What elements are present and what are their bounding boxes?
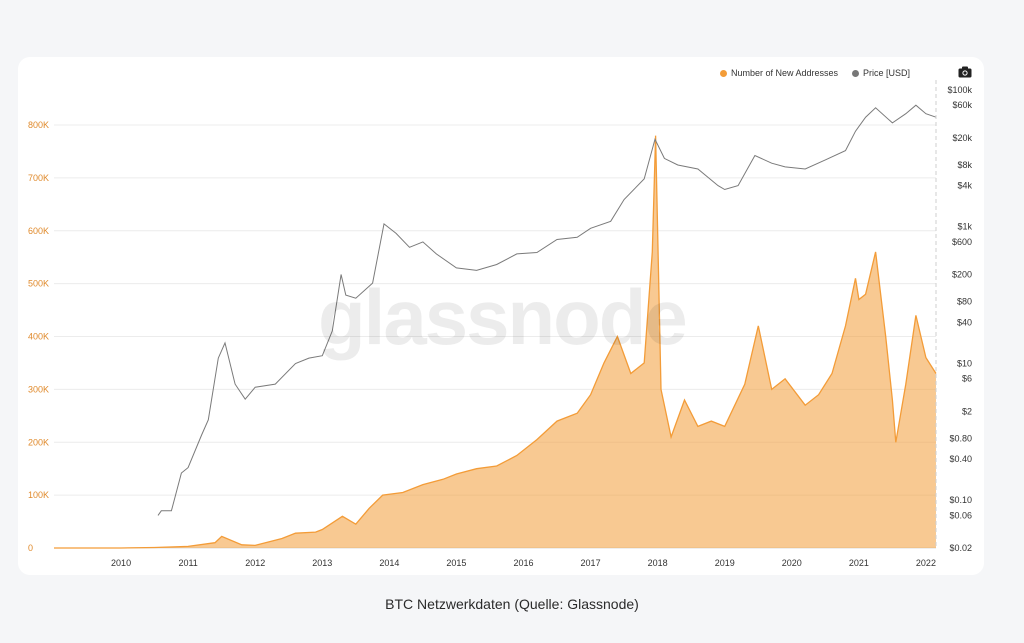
y-right-tick-label: $20k [952,133,972,143]
y-right-tick-label: $100k [947,85,972,95]
y-right-tick-label: $6 [962,374,972,384]
y-right-tick-label: $0.06 [949,510,972,520]
legend-dot-new-addresses [720,69,727,77]
y-right-tick-label: $10 [957,358,972,368]
y-left-tick-label: 200K [28,437,49,447]
y-right-tick-label: $0.40 [949,454,972,464]
y-left-tick-label: 300K [28,384,49,394]
chart-caption: BTC Netzwerkdaten (Quelle: Glassnode) [385,596,639,612]
x-tick-label: 2012 [245,558,265,568]
legend: Number of New Addresses Price [USD] [720,68,910,78]
x-tick-label: 2013 [312,558,332,568]
x-tick-label: 2014 [379,558,399,568]
y-right-tick-label: $2 [962,406,972,416]
legend-dot-price [852,69,860,77]
y-left-tick-label: 500K [28,279,49,289]
y-left-tick-label: 100K [28,490,49,500]
legend-item-price[interactable]: Price [USD] [852,68,910,78]
series-layer [54,104,937,549]
x-tick-label: 2020 [782,558,802,568]
legend-item-new-addresses[interactable]: Number of New Addresses [720,68,838,78]
x-tick-label: 2022 [916,558,936,568]
y-right-axis: $100k $60k $20k $8k $4k $1k $600 $200 $80 $40 $10 $… [947,85,972,553]
y-right-tick-label: $60k [952,100,972,110]
x-tick-label: 2011 [178,558,197,568]
y-left-tick-label: 800K [28,120,49,130]
y-left-tick-label: 700K [28,173,49,183]
y-right-tick-label: $0.10 [949,495,972,505]
camera-icon[interactable] [958,66,972,78]
y-right-tick-label: $4k [957,181,972,191]
y-left-tick-label: 600K [28,226,49,236]
legend-label-new-addresses: Number of New Addresses [731,68,839,78]
x-tick-label: 2016 [513,558,533,568]
legend-label-price: Price [USD] [863,68,911,78]
y-right-tick-label: $0.02 [949,543,972,553]
y-right-tick-label: $0.80 [949,433,972,443]
y-left-tick-label: 400K [28,332,49,342]
x-tick-label: 2017 [581,558,601,568]
y-right-tick-label: $80 [957,297,972,307]
y-right-tick-label: $1k [957,222,972,232]
y-right-tick-label: $200 [952,270,972,280]
series-line-new-addresses [54,135,937,549]
y-right-tick-label: $600 [952,237,972,247]
series-area-new-addresses [54,135,936,548]
y-right-tick-label: $8k [957,160,972,170]
x-axis: 2010 2011 2012 2013 2014 2015 2016 2017 2018 2019… [54,547,936,568]
x-tick-label: 2018 [648,558,668,568]
x-tick-label: 2021 [849,558,869,568]
y-right-tick-label: $40 [957,317,972,327]
x-tick-label: 2019 [715,558,735,568]
x-tick-label: 2015 [446,558,466,568]
y-left-tick-label: 0 [28,543,33,553]
watermark-text: glassnode [318,273,688,361]
y-left-axis: 0 100K 200K 300K 400K 500K 600K 700K 800K [28,120,49,553]
series-line-price [157,104,937,516]
x-tick-label: 2010 [111,558,131,568]
